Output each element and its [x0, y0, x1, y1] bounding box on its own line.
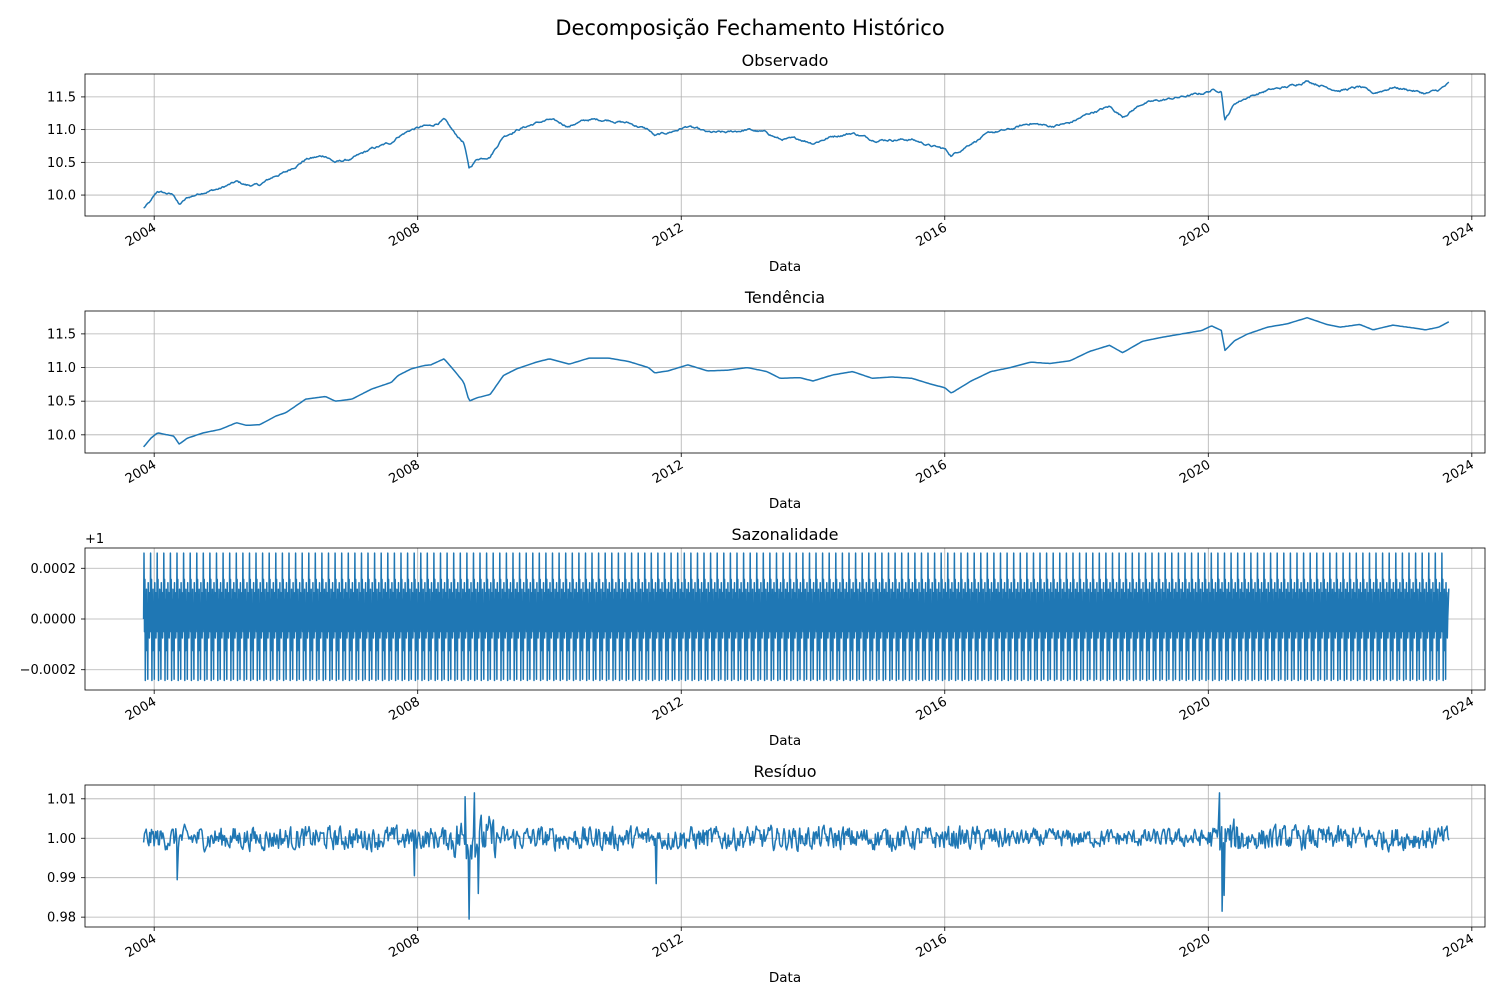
x-tick-label: 2008 — [387, 694, 423, 724]
panel-title: Sazonalidade — [732, 525, 839, 544]
panel-residuo: 2004 2008 2012 2016 2020 2024 0.98 0.99 1.00 1.01… — [47, 762, 1486, 986]
x-tick-label: 2004 — [123, 931, 159, 961]
y-tick-label: 11.0 — [47, 123, 76, 138]
x-tick-label: 2008 — [387, 931, 423, 961]
y-tick-label: 10.5 — [47, 156, 76, 171]
y-tick-label: 0.0000 — [31, 613, 77, 628]
y-tick-label: 0.99 — [47, 871, 76, 886]
panel-title: Observado — [742, 51, 829, 70]
x-tick-label: 2016 — [914, 931, 950, 961]
x-tick-label: 2024 — [1441, 931, 1477, 961]
series-line-tendencia — [143, 316, 1450, 448]
x-axis-label: Data — [769, 970, 801, 986]
series-line-sazonalidade — [142, 552, 1450, 682]
panel-title: Resíduo — [753, 762, 816, 781]
x-tick-label: 2016 — [914, 694, 950, 724]
figure-title: Decomposição Fechamento Histórico — [555, 16, 945, 40]
x-tick-label: 2004 — [123, 457, 159, 487]
axes-frame — [84, 73, 1486, 217]
y-tick-label: 1.00 — [47, 832, 76, 847]
x-tick-label: 2008 — [387, 220, 423, 250]
x-axis-label: Data — [769, 496, 801, 512]
panel-tendencia: 2004 2008 2012 2016 2020 2024 10.0 10.5 11.0 11.5… — [47, 288, 1486, 512]
x-tick-label: 2008 — [387, 457, 423, 487]
panel-observado: 2004 2008 2012 2016 2020 2024 10.0 10.5 11.0 11.5… — [47, 51, 1486, 275]
x-tick-label: 2020 — [1177, 931, 1213, 961]
x-axis-label: Data — [769, 259, 801, 275]
x-tick-label: 2024 — [1441, 457, 1477, 487]
x-tick-label: 2012 — [650, 220, 686, 250]
y-tick-label: 11.5 — [47, 327, 76, 342]
x-tick-label: 2004 — [123, 694, 159, 724]
axes-frame — [84, 310, 1486, 454]
x-axis-label: Data — [769, 733, 801, 749]
series-line-observado — [143, 80, 1450, 209]
x-tick-label: 2020 — [1177, 457, 1213, 487]
y-tick-label: 11.5 — [47, 90, 76, 105]
y-tick-label: 10.0 — [47, 189, 76, 204]
y-tick-label: 0.98 — [47, 911, 76, 926]
x-tick-label: 2020 — [1177, 220, 1213, 250]
panel-sazonalidade: 2004 2008 2012 2016 2020 2024 −0.0002 0.0000 0.0… — [20, 525, 1486, 749]
y-tick-label: −0.0002 — [20, 663, 76, 678]
y-tick-label: 11.0 — [47, 361, 76, 376]
x-tick-label: 2024 — [1441, 220, 1477, 250]
y-tick-label: 0.0002 — [31, 562, 77, 577]
x-tick-label: 2012 — [650, 457, 686, 487]
x-tick-label: 2004 — [123, 220, 159, 250]
y-tick-label: 10.0 — [47, 428, 76, 443]
x-tick-label: 2016 — [914, 457, 950, 487]
axes-frame — [84, 784, 1486, 928]
x-tick-label: 2016 — [914, 220, 950, 250]
x-tick-label: 2024 — [1441, 694, 1477, 724]
x-tick-label: 2012 — [650, 694, 686, 724]
y-tick-label: 10.5 — [47, 395, 76, 410]
x-tick-label: 2020 — [1177, 694, 1213, 724]
offset-label: +1 — [85, 532, 104, 547]
y-tick-label: 1.01 — [47, 792, 76, 807]
x-tick-label: 2012 — [650, 931, 686, 961]
series-line-residuo — [142, 792, 1450, 920]
panel-title: Tendência — [744, 288, 825, 307]
